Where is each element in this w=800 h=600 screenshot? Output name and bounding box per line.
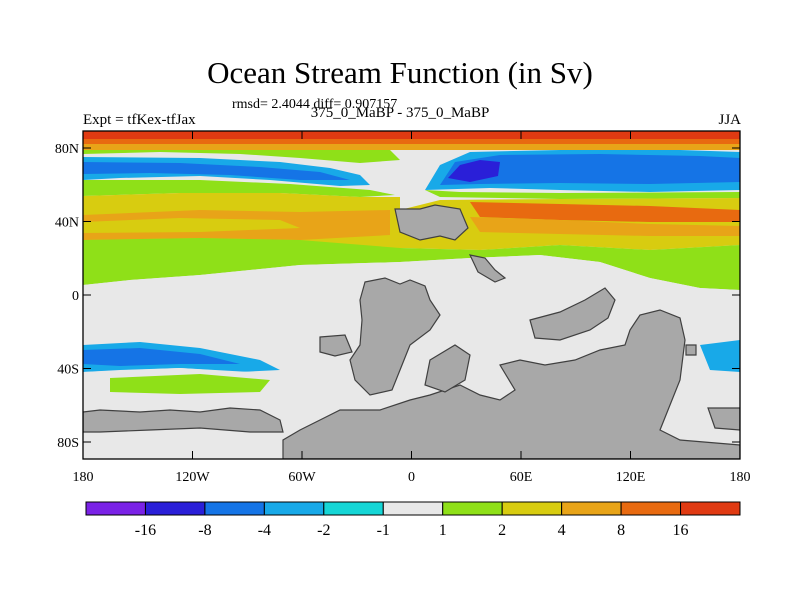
colorbar-label: -2 <box>317 522 330 539</box>
y-tick-label: 0 <box>72 289 79 304</box>
colorbar-label: -4 <box>258 522 271 539</box>
colorbar-label: -16 <box>135 522 156 539</box>
x-tick-label: 60W <box>288 470 316 485</box>
land-masses <box>83 204 740 459</box>
colorbar-label: 1 <box>439 522 447 539</box>
colorbar-swatch <box>204 501 265 516</box>
colorbar-label: -1 <box>377 522 390 539</box>
y-tick-label: 40S <box>57 363 79 378</box>
x-tick-label: 120E <box>616 470 646 485</box>
colorbar-swatch <box>680 501 741 516</box>
x-tick-label: 120W <box>175 470 210 485</box>
y-axis: 80N 40N 0 40S 80S <box>55 142 740 451</box>
season-label: JJA <box>718 112 741 128</box>
colorbar-label: 8 <box>617 522 625 539</box>
colorbar-label: 2 <box>498 522 506 539</box>
x-tick-label: 60E <box>510 470 533 485</box>
colorbar-swatch <box>620 501 682 516</box>
colorbar-swatch <box>85 501 146 516</box>
x-axis: 180 120W 60W 0 60E 120E 180 <box>73 131 751 485</box>
y-tick-label: 80N <box>55 142 79 157</box>
stats-label: rmsd= 2.4044 diff= 0.907157 <box>232 97 398 112</box>
x-tick-label: 180 <box>730 470 751 485</box>
colorbar-swatch <box>323 501 384 516</box>
comparison-label: 375_0_MaBP - 375_0_MaBP <box>310 105 490 121</box>
map-field <box>83 131 740 459</box>
colorbar-swatch <box>561 501 622 516</box>
colorbar-swatch <box>382 501 444 516</box>
x-tick-label: 0 <box>408 470 415 485</box>
experiment-label: Expt = tfKex-tfJax <box>83 112 196 128</box>
colorbar: -16 -8 -4 -2 -1 1 2 4 8 16 <box>85 501 741 539</box>
colorbar-label: 16 <box>673 522 689 539</box>
x-tick-label: 180 <box>73 470 94 485</box>
colorbar-label: 4 <box>558 522 566 539</box>
colorbar-swatch <box>144 501 206 516</box>
colorbar-label: -8 <box>198 522 211 539</box>
colorbar-swatch <box>501 501 563 516</box>
plot-title: Ocean Stream Function (in Sv) <box>207 55 593 90</box>
colorbar-swatch <box>263 501 325 516</box>
y-tick-label: 40N <box>55 216 79 231</box>
colorbar-swatch <box>442 501 503 516</box>
y-tick-label: 80S <box>57 436 79 451</box>
